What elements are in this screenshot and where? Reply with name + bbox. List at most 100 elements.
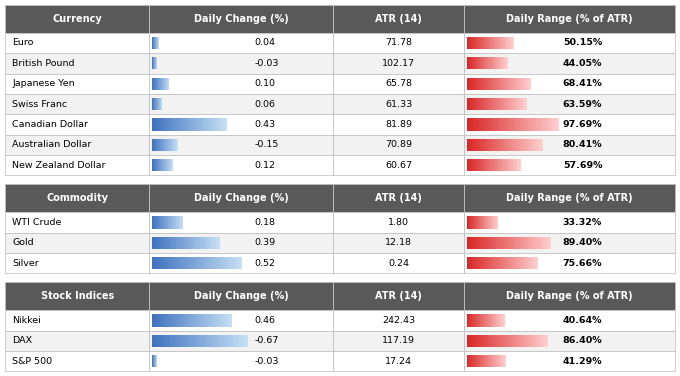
Bar	[538, 335, 541, 347]
Bar	[500, 159, 502, 171]
Bar	[495, 57, 496, 70]
Bar	[469, 257, 470, 269]
Bar	[483, 57, 484, 70]
Bar	[150, 253, 333, 273]
Text: 86.40%: 86.40%	[563, 337, 602, 346]
Bar	[543, 237, 545, 249]
Bar	[206, 314, 208, 327]
Bar	[150, 212, 333, 233]
Bar	[486, 314, 487, 327]
Bar	[167, 118, 169, 130]
Text: 0.52: 0.52	[254, 259, 275, 268]
Bar	[475, 314, 476, 327]
Bar	[524, 77, 525, 90]
Bar	[464, 233, 675, 253]
Bar	[530, 335, 532, 347]
Text: Swiss Franc: Swiss Franc	[12, 100, 67, 109]
Bar	[552, 118, 554, 130]
Bar	[188, 314, 190, 327]
Bar	[160, 237, 163, 249]
Bar	[499, 139, 501, 151]
Bar	[469, 216, 470, 229]
Bar	[476, 159, 477, 171]
Bar	[186, 257, 188, 269]
Bar	[545, 335, 547, 347]
Bar	[468, 159, 469, 171]
Bar	[466, 314, 467, 327]
Bar	[483, 314, 484, 327]
Bar	[494, 257, 495, 269]
Bar	[549, 237, 551, 249]
Bar	[487, 335, 489, 347]
Bar	[154, 118, 156, 130]
Bar	[333, 331, 464, 351]
Bar	[469, 335, 471, 347]
Bar	[531, 257, 533, 269]
Bar	[495, 257, 497, 269]
Bar	[517, 159, 518, 171]
Bar	[489, 77, 491, 90]
Bar	[524, 257, 526, 269]
Bar	[483, 355, 484, 367]
Bar	[476, 37, 477, 49]
Bar	[514, 139, 516, 151]
Bar	[497, 257, 499, 269]
Bar	[480, 314, 481, 327]
Bar	[496, 57, 497, 70]
Bar	[154, 257, 156, 269]
Bar	[535, 139, 537, 151]
Bar	[522, 98, 524, 110]
Bar	[497, 314, 498, 327]
Bar	[504, 118, 506, 130]
Bar	[200, 314, 202, 327]
Bar	[182, 237, 184, 249]
Bar	[469, 159, 471, 171]
Bar	[213, 237, 215, 249]
Bar	[168, 216, 169, 229]
Bar	[333, 94, 464, 114]
Bar	[231, 257, 233, 269]
Bar	[155, 216, 156, 229]
Bar	[539, 139, 541, 151]
Bar	[515, 98, 516, 110]
Bar	[471, 314, 473, 327]
Bar	[216, 237, 218, 249]
Bar	[511, 335, 513, 347]
Bar	[157, 335, 159, 347]
Bar	[487, 314, 488, 327]
Bar	[197, 118, 199, 130]
Bar	[226, 314, 228, 327]
Bar	[481, 37, 482, 49]
Text: ATR (14): ATR (14)	[375, 14, 422, 24]
Bar	[208, 118, 210, 130]
Bar	[473, 77, 475, 90]
Bar	[484, 216, 485, 229]
Bar	[496, 118, 499, 130]
Bar	[526, 335, 528, 347]
Bar	[484, 159, 486, 171]
Bar	[150, 331, 333, 351]
Bar	[478, 355, 479, 367]
Bar	[469, 118, 471, 130]
Text: 40.64%: 40.64%	[563, 316, 602, 325]
Bar	[532, 335, 534, 347]
Bar	[5, 74, 150, 94]
Bar	[5, 212, 150, 233]
Bar	[496, 159, 498, 171]
Bar	[486, 77, 488, 90]
Bar	[513, 77, 515, 90]
Bar	[204, 314, 206, 327]
Bar	[475, 335, 477, 347]
Bar	[502, 355, 503, 367]
Bar	[478, 77, 479, 90]
Bar	[483, 139, 486, 151]
Bar	[179, 257, 182, 269]
Bar	[531, 118, 534, 130]
Bar	[477, 98, 479, 110]
Bar	[203, 237, 205, 249]
Bar	[511, 237, 513, 249]
Bar	[485, 335, 487, 347]
Bar	[513, 237, 515, 249]
Bar	[467, 216, 468, 229]
Text: 70.89: 70.89	[385, 140, 412, 149]
